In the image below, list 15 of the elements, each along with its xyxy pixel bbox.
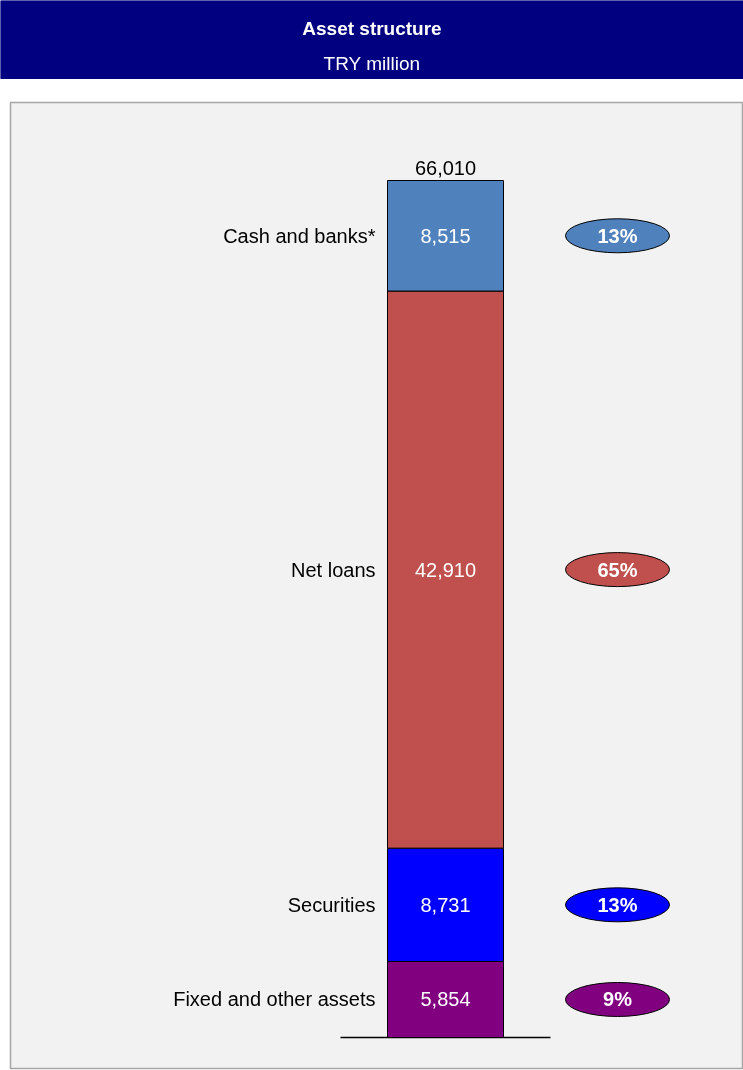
total-label: 66,010 [414,156,477,179]
text: 13% [597,224,638,247]
text: 9% [603,988,633,1011]
data-label: 8,731 [420,893,471,916]
data-label: 8,515 [420,224,471,247]
chart-subtitle: TRY million [323,53,421,74]
text: 65% [597,558,638,581]
text: 13% [597,893,638,916]
data-label: 42,910 [414,558,477,581]
series-label: Cash and banks* [223,224,376,247]
data-label: 5,854 [420,988,471,1011]
series-label: Fixed and other assets [173,988,376,1011]
series-label: Securities [287,893,376,916]
series-label: Net loans [291,558,376,581]
chart-title: Asset structure [302,18,442,39]
